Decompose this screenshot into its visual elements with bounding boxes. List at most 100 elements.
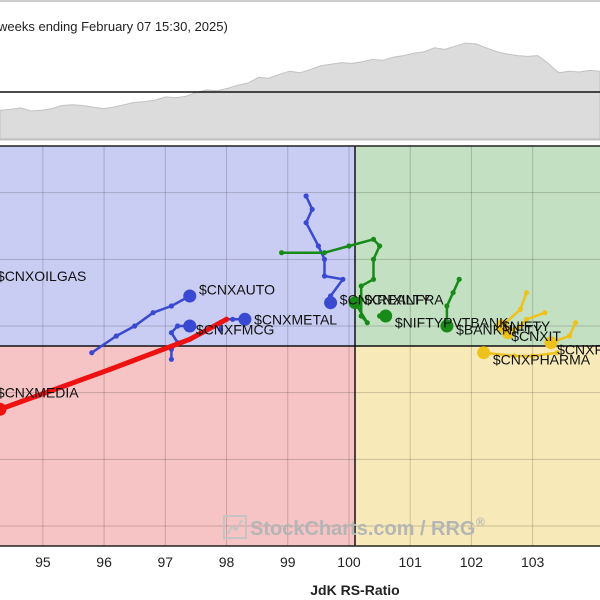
series-trail-point (315, 243, 321, 249)
series-head-point[interactable] (477, 346, 491, 360)
series-label-banknifty: $BANKNIFTY (456, 321, 543, 337)
series-trail-point (572, 320, 579, 326)
series-trail-point (187, 336, 193, 342)
series-trail-point (377, 243, 383, 249)
series-trail-line (482, 351, 559, 358)
series-label-cnxauto: $CNXAUTO (199, 281, 275, 297)
x-tick-label: 101 (399, 554, 423, 570)
series-trail-point (132, 323, 138, 329)
watermark-registered-mark: ® (476, 515, 485, 529)
series-trail-point (303, 193, 309, 199)
x-tick-label: 99 (280, 554, 296, 570)
series-trail-point (230, 316, 236, 322)
series-trail-point (223, 316, 230, 322)
series-trail-point (321, 273, 328, 279)
stockcharts-watermark: StockCharts.com / RRG ® (223, 515, 485, 540)
x-tick-label: 103 (521, 554, 545, 570)
series-trail-point (370, 276, 377, 282)
series-trail-point (321, 250, 328, 256)
series-trail-point (113, 333, 119, 339)
series-cnxinfra[interactable] (279, 236, 383, 326)
series-label-cnxfmcg: $CNXFMCG (196, 321, 275, 337)
series-head-point[interactable] (0, 402, 7, 416)
series-trail-point (309, 206, 315, 212)
series-label-cnxrealty: $CNXREALTY (340, 291, 431, 307)
series-nifty[interactable] (501, 310, 548, 340)
series-label-cnxmedia: $CNXMEDIA (0, 385, 79, 401)
series-trail-point (107, 366, 113, 372)
quadrant-weakening (355, 346, 600, 546)
series-trail-point (530, 353, 536, 359)
label-layer: $CNXOILGAS $CNXAUTO $CNXFMCG$CNXMETAL $CNXM… (0, 268, 600, 401)
series-trail-point (303, 220, 309, 226)
series-cnxfmcg[interactable] (168, 319, 197, 362)
series-trail-point (168, 303, 174, 309)
series-head-point[interactable] (379, 309, 393, 323)
series-trail-point (150, 310, 156, 316)
series-cnxauto[interactable] (89, 289, 197, 356)
series-trail-point (523, 316, 530, 322)
series-cnxrealty[interactable] (303, 193, 346, 310)
series-label-nifty: $NIFTY (502, 318, 551, 334)
series-trail-point (554, 350, 560, 356)
series-head-point[interactable] (183, 289, 197, 303)
series-trail-point (321, 256, 328, 262)
x-tick-label: 100 (337, 554, 361, 570)
x-axis-title: JdK RS-Ratio (310, 582, 399, 598)
series-trail-point (340, 276, 346, 282)
x-tick-label: 98 (219, 554, 235, 570)
series-trail-point (542, 310, 548, 316)
series-head-point[interactable] (183, 319, 197, 333)
series-trail-point (364, 320, 370, 326)
series-head-point[interactable] (238, 312, 252, 326)
series-trail-point (279, 250, 285, 256)
series-label-cnxmetal: $CNXMETAL (254, 311, 337, 327)
series-layer (0, 193, 579, 416)
series-head-point[interactable] (324, 296, 338, 310)
quadrant-leading (355, 146, 600, 346)
series-head-point[interactable] (501, 326, 515, 340)
quadrant-improving (0, 146, 355, 346)
series-trail-point (370, 256, 377, 262)
series-label-cnxpharma: $CNXPHARMA (493, 351, 591, 367)
series-head-point[interactable] (440, 319, 454, 333)
series-label-cnxit: $CNXIT (511, 328, 561, 344)
series-trail-point (517, 306, 524, 312)
x-axis-ticks: 95 96 97 98 99 100 101 102 103 (35, 554, 544, 570)
x-tick-label: 96 (96, 554, 112, 570)
series-trail-point (566, 333, 573, 339)
series-trail-point (370, 236, 377, 242)
series-cnxmedia[interactable] (0, 316, 230, 416)
watermark-brand: StockCharts.com (250, 518, 415, 540)
series-trail-point (456, 276, 462, 282)
series-trail-point (517, 323, 524, 329)
series-head-point[interactable] (544, 336, 558, 350)
watermark-separator: / (420, 518, 426, 540)
series-trail-point (168, 356, 174, 362)
quadrant-lagging (0, 346, 355, 546)
series-trail-point (523, 290, 530, 296)
series-label-niftypvtbank: $NIFTYPVTBANK (395, 315, 509, 331)
series-trail-point (34, 393, 40, 399)
watermark-product: RRG (431, 518, 475, 540)
series-trail-point (89, 350, 95, 356)
series-trail-point (358, 313, 364, 319)
series-trail-point (168, 330, 174, 336)
watermark-logo-icon (223, 515, 247, 539)
series-head-point[interactable] (348, 296, 362, 310)
series-cnxpharma[interactable] (477, 346, 560, 360)
x-tick-label: 102 (460, 554, 484, 570)
series-trail-point (217, 326, 223, 332)
series-trail-line (90, 294, 192, 354)
series-trail-point (450, 290, 456, 296)
series-label-cnxoilgas: $CNXOILGAS (0, 268, 86, 284)
series-trail-point (346, 243, 352, 249)
series-label-cnxinfra: $CNXINFRA (364, 291, 444, 307)
series-niftypvtbank[interactable] (377, 309, 393, 323)
series-banknifty[interactable] (440, 276, 462, 333)
series-trail-point (511, 353, 517, 359)
series-trail-point (444, 303, 450, 309)
series-cnxfin[interactable] (544, 320, 579, 350)
watermark-logo-bars (227, 519, 243, 535)
